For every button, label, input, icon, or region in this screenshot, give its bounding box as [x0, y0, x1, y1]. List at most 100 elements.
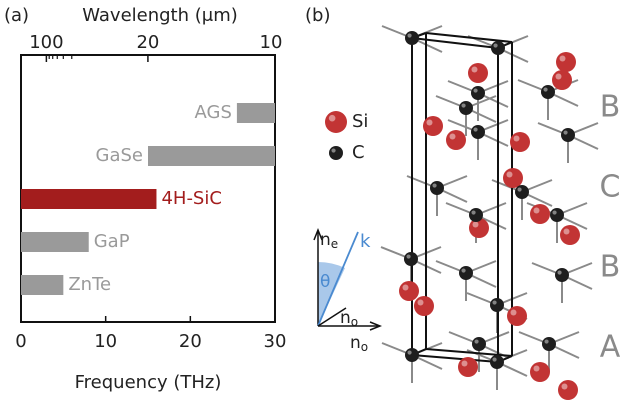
atom	[541, 85, 555, 99]
bar	[21, 189, 156, 209]
highlight	[492, 300, 496, 304]
atom	[469, 208, 483, 222]
bar	[21, 232, 89, 252]
highlight	[418, 300, 424, 306]
highlight	[534, 366, 540, 372]
ne-sub: e	[331, 237, 338, 251]
atom	[560, 225, 580, 245]
highlight	[564, 229, 570, 235]
highlight	[331, 148, 335, 152]
atom	[325, 111, 347, 133]
atom	[558, 380, 578, 400]
atom	[542, 337, 556, 351]
x-tick-label: 10	[94, 331, 117, 352]
highlight	[473, 88, 477, 92]
figure: (a) Wavelength (μm) Frequency (THz) (b) …	[0, 0, 623, 409]
atom	[555, 268, 569, 282]
atom	[472, 337, 486, 351]
optic-axes: ne k θ no no	[314, 230, 380, 354]
atom	[468, 63, 488, 83]
atom	[561, 128, 575, 142]
no-label: no	[340, 308, 358, 329]
ne-label: ne	[320, 230, 338, 251]
highlight	[471, 210, 475, 214]
x-tick-label: 30	[264, 331, 287, 352]
bar	[148, 146, 275, 166]
highlight	[507, 172, 513, 178]
x-axis-title: Frequency (THz)	[75, 372, 222, 393]
x-tick-label: 0	[15, 331, 26, 352]
highlight	[432, 183, 436, 187]
highlight	[544, 339, 548, 343]
highlight	[552, 210, 556, 214]
atom	[458, 357, 478, 377]
highlight	[403, 285, 409, 291]
no-sub: o	[361, 340, 368, 354]
atom	[550, 208, 564, 222]
x2-tick-label: 10	[260, 32, 283, 53]
bar-label: 4H-SiC	[161, 188, 221, 209]
highlight	[511, 310, 517, 316]
no-sub: o	[351, 315, 358, 329]
x-tick-label: 20	[179, 331, 202, 352]
highlight	[473, 222, 479, 228]
highlight	[406, 254, 410, 258]
panel-label: (a)	[4, 5, 29, 26]
legend-label: Si	[352, 111, 368, 132]
atom	[423, 116, 443, 136]
stacking-label: A	[600, 330, 621, 365]
crystal-structure	[381, 26, 598, 400]
highlight	[407, 350, 411, 354]
stacking-label: C	[600, 170, 621, 205]
x2-axis-title: Wavelength (μm)	[82, 5, 238, 26]
atom	[471, 86, 485, 100]
k-label: k	[360, 231, 371, 252]
no-main: n	[350, 333, 361, 353]
atom	[552, 70, 572, 90]
highlight	[450, 134, 456, 140]
highlight	[557, 270, 561, 274]
atom	[556, 52, 576, 72]
highlight	[514, 136, 520, 142]
atom	[515, 185, 529, 199]
atom	[471, 125, 485, 139]
atom	[446, 130, 466, 150]
atom	[399, 281, 419, 301]
stacking-label: B	[600, 250, 621, 285]
highlight	[563, 130, 567, 134]
highlight	[534, 208, 540, 214]
x2-tick-label: 100	[29, 32, 63, 53]
ne-main: n	[320, 230, 331, 250]
atom	[459, 266, 473, 280]
atom	[404, 252, 418, 266]
stacking-label: B	[600, 90, 621, 125]
x2-tick-label: 20	[136, 32, 159, 53]
highlight	[462, 361, 468, 367]
atom	[405, 348, 419, 362]
highlight	[543, 87, 547, 91]
highlight	[407, 33, 411, 37]
bar-label: ZnTe	[68, 274, 111, 295]
atom	[507, 306, 527, 326]
highlight	[560, 56, 566, 62]
atom	[459, 101, 473, 115]
highlight	[427, 120, 433, 126]
bar	[237, 103, 275, 123]
atom	[329, 146, 343, 160]
highlight	[329, 115, 336, 122]
highlight	[556, 74, 562, 80]
highlight	[474, 339, 478, 343]
highlight	[472, 67, 478, 73]
highlight	[517, 187, 521, 191]
highlight	[492, 357, 496, 361]
bar-label: GaSe	[96, 145, 143, 166]
highlight	[473, 127, 477, 131]
bar-label: GaP	[94, 231, 130, 252]
atom	[490, 298, 504, 312]
highlight	[461, 268, 465, 272]
atom	[530, 362, 550, 382]
atom	[503, 168, 523, 188]
atom	[490, 355, 504, 369]
bar-label: AGS	[195, 102, 232, 123]
atom	[510, 132, 530, 152]
